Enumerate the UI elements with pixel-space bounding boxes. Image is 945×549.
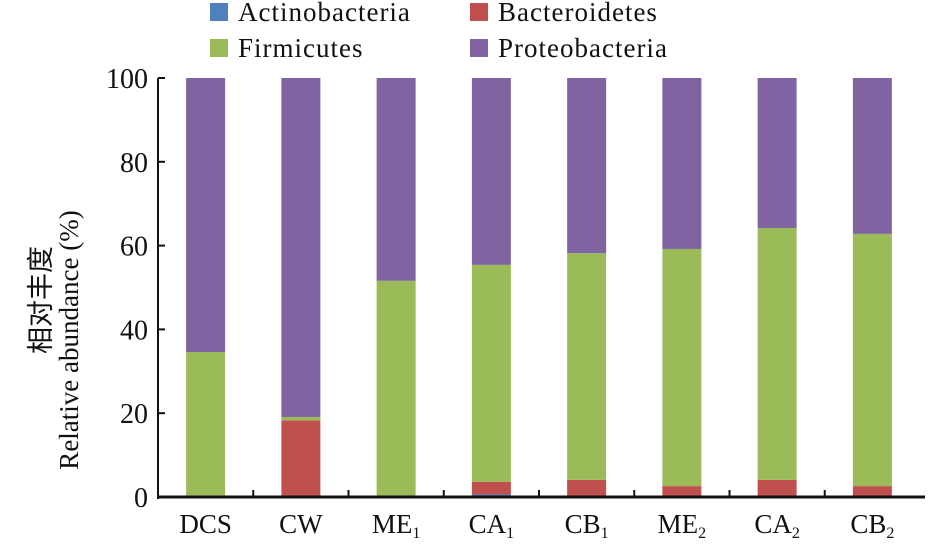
x-tick-label: CB2 [850, 509, 894, 542]
bar-segment-proteobacteria [567, 78, 607, 254]
y-tick-label: 40 [120, 315, 148, 346]
bar-segment-proteobacteria [281, 78, 321, 417]
bar-segment-firmicutes [376, 280, 416, 496]
x-tick-label: CW [279, 509, 323, 539]
legend-swatch [210, 39, 228, 57]
bar-segment-firmicutes [852, 233, 892, 487]
bar-segment-firmicutes [186, 352, 226, 496]
bar-segment-proteobacteria [376, 78, 416, 281]
x-tick-label: CA1 [469, 509, 515, 542]
bar-segment-proteobacteria [662, 78, 702, 249]
bar-segment-proteobacteria [852, 78, 892, 234]
legend-swatch [470, 39, 488, 57]
x-tick-label: CB1 [565, 509, 609, 542]
bar-segment-proteobacteria [186, 78, 226, 353]
legend-swatch [470, 3, 488, 21]
y-axis-label: Relative abundance (%) [54, 210, 84, 469]
bar-segment-firmicutes [757, 228, 797, 480]
y-axis-label-cn: 相对丰度 [26, 246, 56, 354]
x-tick-label: CA2 [754, 509, 800, 542]
y-tick-label: 0 [134, 483, 148, 514]
legend-swatch [210, 3, 228, 21]
bar-segment-bacteroidetes [662, 486, 702, 497]
bar-segment-firmicutes [471, 264, 511, 482]
bar-segment-firmicutes [662, 248, 702, 487]
legend-label: Bacteroidetes [498, 0, 658, 27]
x-tick-label: ME2 [658, 509, 707, 542]
bar-segment-proteobacteria [757, 78, 797, 229]
legend-label: Firmicutes [238, 33, 364, 63]
y-tick-label: 100 [106, 64, 148, 95]
bar-segment-firmicutes [281, 416, 321, 421]
bar-segment-bacteroidetes [852, 486, 892, 497]
x-tick-label: DCS [179, 509, 232, 539]
x-tick-label: ME1 [372, 509, 421, 542]
bar-segment-proteobacteria [471, 78, 511, 265]
y-tick-label: 60 [120, 232, 148, 263]
bar-segment-bacteroidetes [567, 479, 607, 497]
legend-label: Proteobacteria [498, 33, 668, 63]
legend-label: Actinobacteria [238, 0, 411, 27]
bar-segment-firmicutes [567, 253, 607, 480]
bar-segment-bacteroidetes [471, 481, 511, 495]
bar-segment-bacteroidetes [281, 420, 321, 497]
y-tick-label: 80 [120, 148, 148, 179]
y-tick-label: 20 [120, 399, 148, 430]
bar-segment-bacteroidetes [757, 479, 797, 497]
